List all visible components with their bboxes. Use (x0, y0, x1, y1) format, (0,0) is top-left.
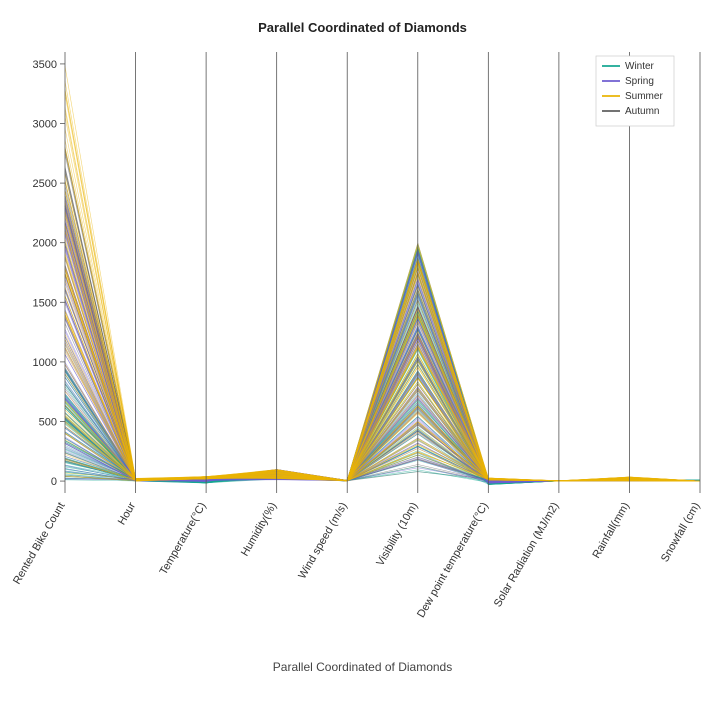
xlabels-group: Rented Bike Count Hour Temperature(°C) Humi… (11, 500, 703, 620)
ytick-label: 2500 (33, 178, 57, 190)
ytick-label: 1000 (33, 357, 57, 369)
ytick-label: 3000 (33, 119, 57, 131)
dim-label-wrap: Wind speed (m/s) (296, 501, 349, 582)
legend: Winter Spring Summer Autumn (596, 56, 674, 126)
ytick-label: 1500 (33, 297, 57, 309)
dim-label: Rainfall(mm) (590, 501, 632, 561)
dim-label: Hour (116, 500, 138, 527)
dim-label: Wind speed (m/s) (296, 501, 349, 582)
dim-label-wrap: Solar Radiation (MJ/m2) (492, 501, 562, 610)
dim-label: Solar Radiation (MJ/m2) (492, 501, 562, 610)
ytick-label: 0 (51, 476, 57, 488)
legend-label: Summer (625, 91, 663, 102)
dim-label-wrap: Visibility (10m) (374, 501, 420, 569)
dim-label-wrap: Dew point temperature(°C) (415, 501, 491, 620)
dim-label-wrap: Rainfall(mm) (590, 501, 632, 561)
chart-xlabel: Parallel Coordinated of Diamonds (0, 660, 725, 674)
dim-label-wrap: Humidity(%) (239, 501, 279, 559)
pc-line (65, 107, 700, 481)
dim-label-wrap: Snowfall (cm) (659, 501, 703, 565)
dim-label-wrap: Rented Bike Count (11, 501, 68, 587)
legend-label: Spring (625, 76, 654, 87)
dim-label-wrap: Hour (116, 500, 138, 527)
dim-label: Snowfall (cm) (659, 501, 703, 565)
dim-label: Humidity(%) (239, 501, 279, 559)
dim-label: Dew point temperature(°C) (415, 501, 491, 620)
dim-label: Temperature(°C) (158, 501, 209, 578)
dim-label: Visibility (10m) (374, 501, 420, 569)
legend-label: Winter (625, 61, 655, 72)
legend-label: Autumn (625, 106, 659, 117)
parallel-coordinates-svg: 0 500 1000 1500 2000 2500 3000 3500 Rented Bike … (0, 0, 725, 704)
dim-label-wrap: Temperature(°C) (158, 501, 209, 578)
lines-group (65, 66, 700, 485)
dim-label: Rented Bike Count (11, 501, 68, 587)
chart-container: Parallel Coordinated of Diamonds 0 500 100… (0, 0, 725, 704)
chart-title: Parallel Coordinated of Diamonds (0, 20, 725, 35)
ytick-label: 500 (39, 416, 57, 428)
pc-line (65, 154, 700, 482)
ytick-label: 3500 (33, 59, 57, 71)
ytick-label: 2000 (33, 238, 57, 250)
